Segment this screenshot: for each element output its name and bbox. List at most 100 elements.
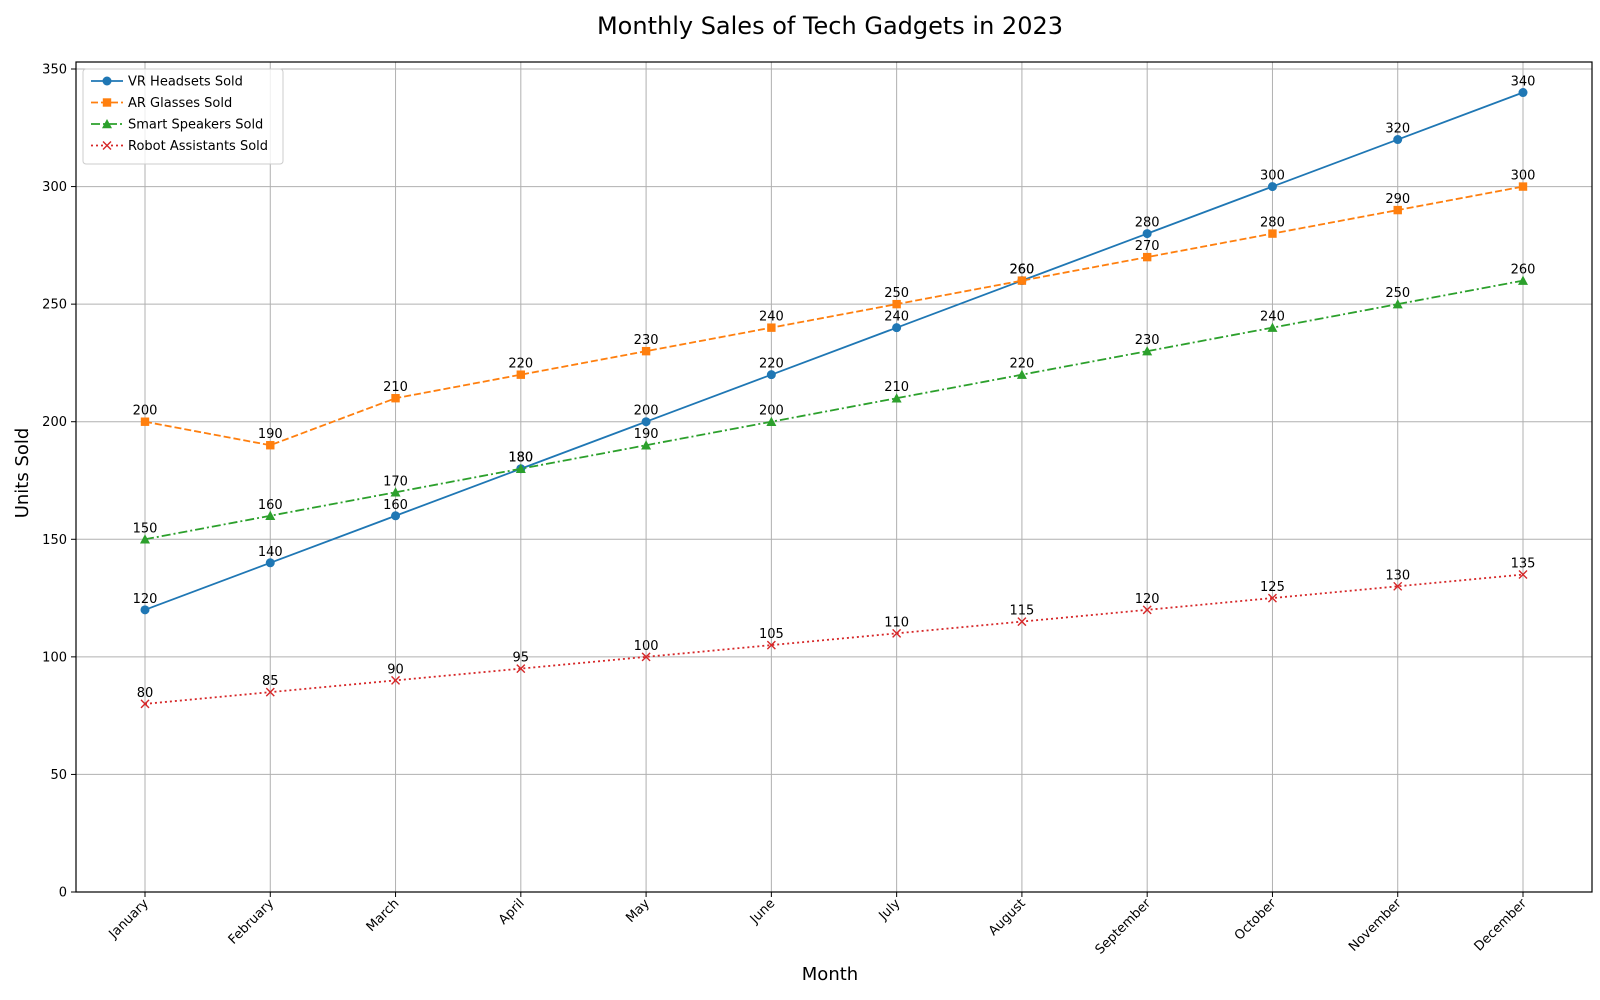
data-label: 240: [1260, 310, 1285, 325]
data-point: [1017, 617, 1027, 627]
data-point: [892, 323, 902, 333]
data-label: 120: [133, 592, 158, 607]
x-tick-label: April: [496, 896, 528, 928]
data-point: [891, 393, 902, 403]
data-point: [140, 699, 150, 709]
data-point: [265, 558, 275, 568]
data-point: [140, 534, 150, 544]
data-point: [1267, 322, 1278, 332]
data-label: 200: [759, 404, 784, 419]
data-label: 210: [383, 380, 408, 395]
data-label: 230: [634, 333, 659, 348]
data-point: [1142, 252, 1152, 262]
data-label: 200: [133, 404, 158, 419]
axes: [71, 61, 1593, 897]
series-robot-assistants-sold: [140, 570, 1528, 709]
data-label: 300: [1260, 169, 1285, 184]
legend-box: [82, 68, 284, 165]
data-label: 120: [1135, 592, 1160, 607]
x-tick-label: October: [1232, 896, 1280, 944]
data-label: 160: [383, 498, 408, 513]
data-point: [1016, 369, 1027, 379]
data-point: [1267, 593, 1277, 603]
x-tick-label: February: [226, 896, 278, 948]
data-label: 180: [508, 451, 533, 466]
data-label: 110: [884, 615, 909, 630]
data-label: 320: [1385, 122, 1410, 137]
series-line: [144, 279, 1524, 541]
y-axis-title: Units Sold: [12, 428, 33, 519]
data-label: 340: [1511, 75, 1536, 90]
data-label: 160: [258, 498, 283, 513]
y-tick-label: 200: [42, 415, 67, 430]
y-tick-label: 100: [42, 650, 67, 665]
data-point: [515, 463, 526, 473]
data-label: 200: [634, 404, 659, 419]
legend-entry: AR Glasses Sold: [91, 96, 232, 111]
data-label: 250: [884, 286, 909, 301]
series-line: [144, 185, 1524, 447]
series-layer: [140, 88, 1528, 709]
data-label: 140: [258, 545, 283, 560]
series-line: [144, 573, 1524, 705]
x-tick-label: July: [876, 896, 904, 924]
legend-label: Smart Speakers Sold: [128, 118, 263, 133]
data-point: [140, 417, 150, 426]
data-point: [1518, 570, 1528, 580]
data-point: [892, 628, 902, 638]
data-label: 300: [1511, 169, 1536, 184]
data-point: [766, 640, 776, 650]
data-point: [641, 652, 651, 662]
legend-marker: [102, 98, 112, 107]
data-point: [140, 605, 150, 615]
data-point: [516, 370, 526, 379]
data-label: 105: [759, 627, 784, 642]
data-label: 190: [634, 427, 659, 442]
data-point: [1267, 182, 1277, 192]
grid: [76, 62, 1592, 893]
data-label: 220: [759, 357, 784, 372]
x-tick-label: August: [986, 896, 1029, 939]
x-tick-label: May: [623, 896, 653, 926]
data-point: [1392, 299, 1403, 309]
data-point: [1142, 229, 1152, 239]
data-point: [390, 487, 401, 497]
data-point: [766, 370, 776, 380]
data-label: 85: [262, 674, 279, 689]
data-point: [391, 511, 401, 521]
series-line: [144, 91, 1524, 611]
y-tick-label: 150: [42, 533, 67, 548]
data-point: [391, 675, 401, 685]
data-label: 135: [1511, 557, 1536, 572]
data-point: [767, 323, 776, 332]
legend-label: Robot Assistants Sold: [128, 139, 268, 154]
data-label: 240: [884, 310, 909, 325]
legend-label: AR Glasses Sold: [128, 96, 232, 111]
legend-marker: [102, 141, 112, 150]
data-label: 220: [508, 357, 533, 372]
data-label: 125: [1260, 580, 1285, 595]
legend-marker: [102, 119, 112, 129]
data-point: [1017, 276, 1027, 285]
x-tick-label: March: [364, 896, 403, 935]
data-label: 170: [383, 474, 408, 489]
y-tick-label: 0: [59, 886, 67, 901]
data-label: 90: [387, 662, 404, 677]
legend: VR Headsets Sold AR Glasses Sold Smart Spe…: [82, 68, 284, 165]
x-tick-label: January: [106, 896, 152, 942]
data-label: 150: [133, 521, 158, 536]
data-label: 180: [508, 451, 533, 466]
data-point: [892, 299, 901, 309]
data-label: 270: [1135, 239, 1160, 254]
data-label: 280: [1135, 216, 1160, 231]
plot-frame: [75, 61, 1593, 893]
data-label: 260: [1009, 263, 1034, 278]
series-smart-speakers-sold: [140, 275, 1528, 544]
data-point: [641, 440, 652, 450]
data-point: [516, 664, 526, 674]
data-label: 260: [1511, 263, 1536, 278]
data-label: 100: [634, 639, 659, 654]
data-point: [1142, 605, 1152, 615]
data-point: [1518, 88, 1528, 98]
